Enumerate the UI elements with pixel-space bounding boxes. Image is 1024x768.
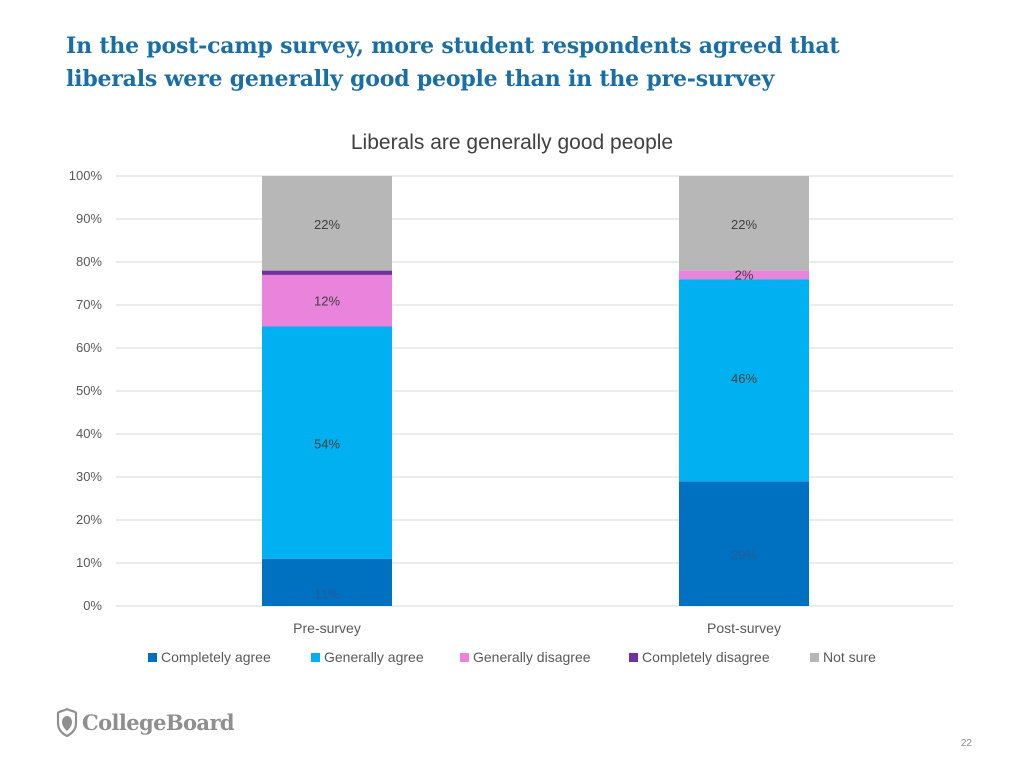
- y-tick-label: 50%: [76, 383, 102, 398]
- acorn-shield-icon: [56, 707, 78, 737]
- y-tick-label: 70%: [76, 297, 102, 312]
- y-tick-label: 40%: [76, 426, 102, 441]
- collegeboard-logo: CollegeBoard: [56, 707, 235, 737]
- y-tick-label: 20%: [76, 512, 102, 527]
- data-label: 22%: [314, 217, 340, 232]
- data-label: 54%: [314, 437, 340, 452]
- chart-title: Liberals are generally good people: [351, 131, 673, 154]
- legend-label: Generally disagree: [473, 649, 591, 665]
- y-tick-label: 80%: [76, 254, 102, 269]
- data-label: 22%: [731, 217, 757, 232]
- bar-segment-generally-agree: [679, 279, 809, 482]
- legend-swatch: [629, 653, 638, 662]
- legend-swatch: [810, 653, 819, 662]
- y-tick-label: 0%: [83, 598, 102, 613]
- headline-line-2: liberals were generally good people than…: [66, 66, 775, 92]
- legend-swatch: [460, 653, 469, 662]
- x-tick-label: Pre-survey: [293, 620, 361, 636]
- data-label: 2%: [735, 268, 754, 283]
- bar-segment-completely-disagree: [262, 270, 392, 275]
- page-number: 22: [960, 738, 972, 749]
- bar-segment-generally-agree: [262, 326, 392, 559]
- legend-swatch: [148, 653, 157, 662]
- y-tick-label: 90%: [76, 211, 102, 226]
- bar-segment-generally-disagree: [262, 274, 392, 327]
- bar-segment-completely-agree: [679, 481, 809, 606]
- y-tick-label: 30%: [76, 469, 102, 484]
- y-tick-label: 60%: [76, 340, 102, 355]
- legend-label: Completely disagree: [642, 649, 770, 665]
- legend-swatch: [311, 653, 320, 662]
- stacked-bar-chart: Liberals are generally good people 0% 10% 2…: [69, 131, 953, 665]
- bar-segment-completely-agree: [262, 558, 392, 606]
- bar-segment-generally-disagree: [679, 270, 809, 280]
- x-tick-label: Post-survey: [707, 620, 781, 636]
- bar-segment-not-sure: [679, 176, 809, 271]
- data-label: 11%: [314, 586, 339, 601]
- data-label: 29%: [731, 548, 757, 563]
- slide-headline: In the post-camp survey, more student re…: [66, 30, 966, 96]
- y-tick-label: 10%: [76, 555, 102, 570]
- legend-label: Completely agree: [161, 649, 271, 665]
- headline-line-1: In the post-camp survey, more student re…: [66, 33, 840, 59]
- logo-wordmark: CollegeBoard: [82, 709, 235, 735]
- data-label: 46%: [731, 371, 757, 386]
- legend-label: Not sure: [823, 649, 876, 665]
- bar-segment-not-sure: [262, 176, 392, 271]
- y-tick-label: 100%: [69, 168, 103, 183]
- data-label: 12%: [314, 294, 340, 309]
- legend-label: Generally agree: [324, 649, 424, 665]
